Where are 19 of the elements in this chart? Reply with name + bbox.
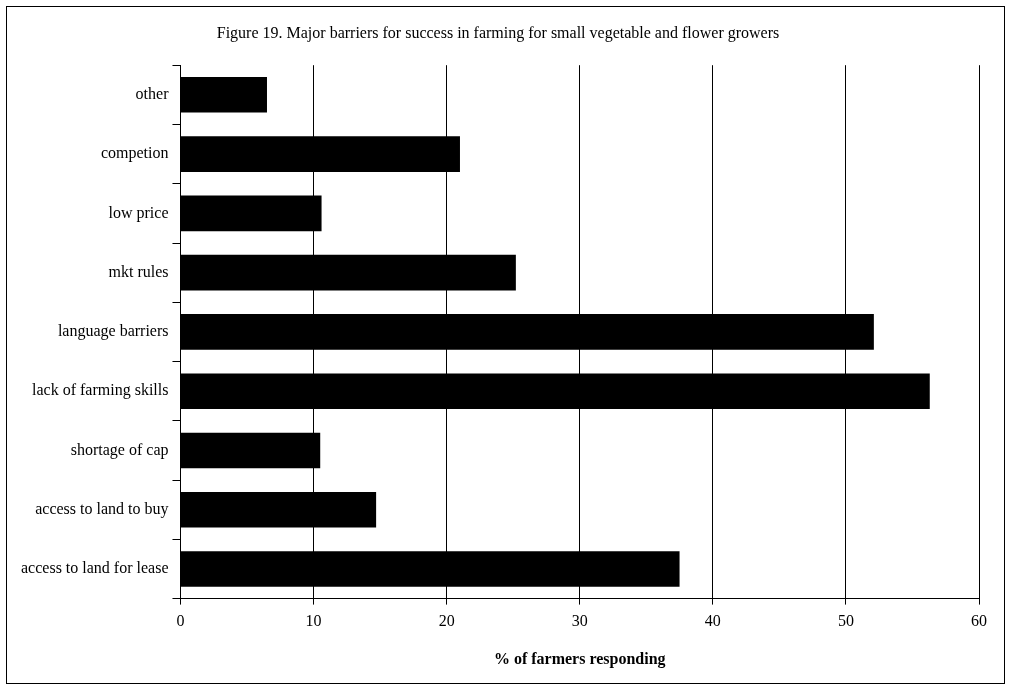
bar	[180, 77, 267, 113]
x-tick-label: 10	[305, 612, 322, 630]
y-tick-label: access to land to buy	[35, 499, 169, 518]
y-tick-label: shortage of cap	[70, 440, 169, 459]
y-tick-label: access to land for lease	[21, 559, 169, 577]
y-tick-label: competion	[100, 144, 169, 163]
x-tick-label: 20	[438, 612, 455, 630]
y-tick-label: low price	[108, 203, 169, 222]
x-tick-label: 0	[176, 612, 185, 630]
chart-title: Figure 19. Major barriers for success in farming for small vegetable and flower growers	[216, 23, 780, 42]
y-tick-label: language barriers	[57, 322, 169, 341]
x-tick-label: 30	[571, 612, 588, 630]
x-tick-label: 40	[704, 612, 721, 630]
y-tick-label: mkt rules	[108, 262, 169, 280]
x-tick-label: 60	[971, 612, 987, 630]
x-axis-title: % of farmers responding	[493, 649, 666, 668]
x-tick-label: 50	[837, 612, 854, 630]
y-tick-label: lack of farming skills	[32, 381, 169, 400]
y-tick-label: other	[135, 85, 170, 103]
